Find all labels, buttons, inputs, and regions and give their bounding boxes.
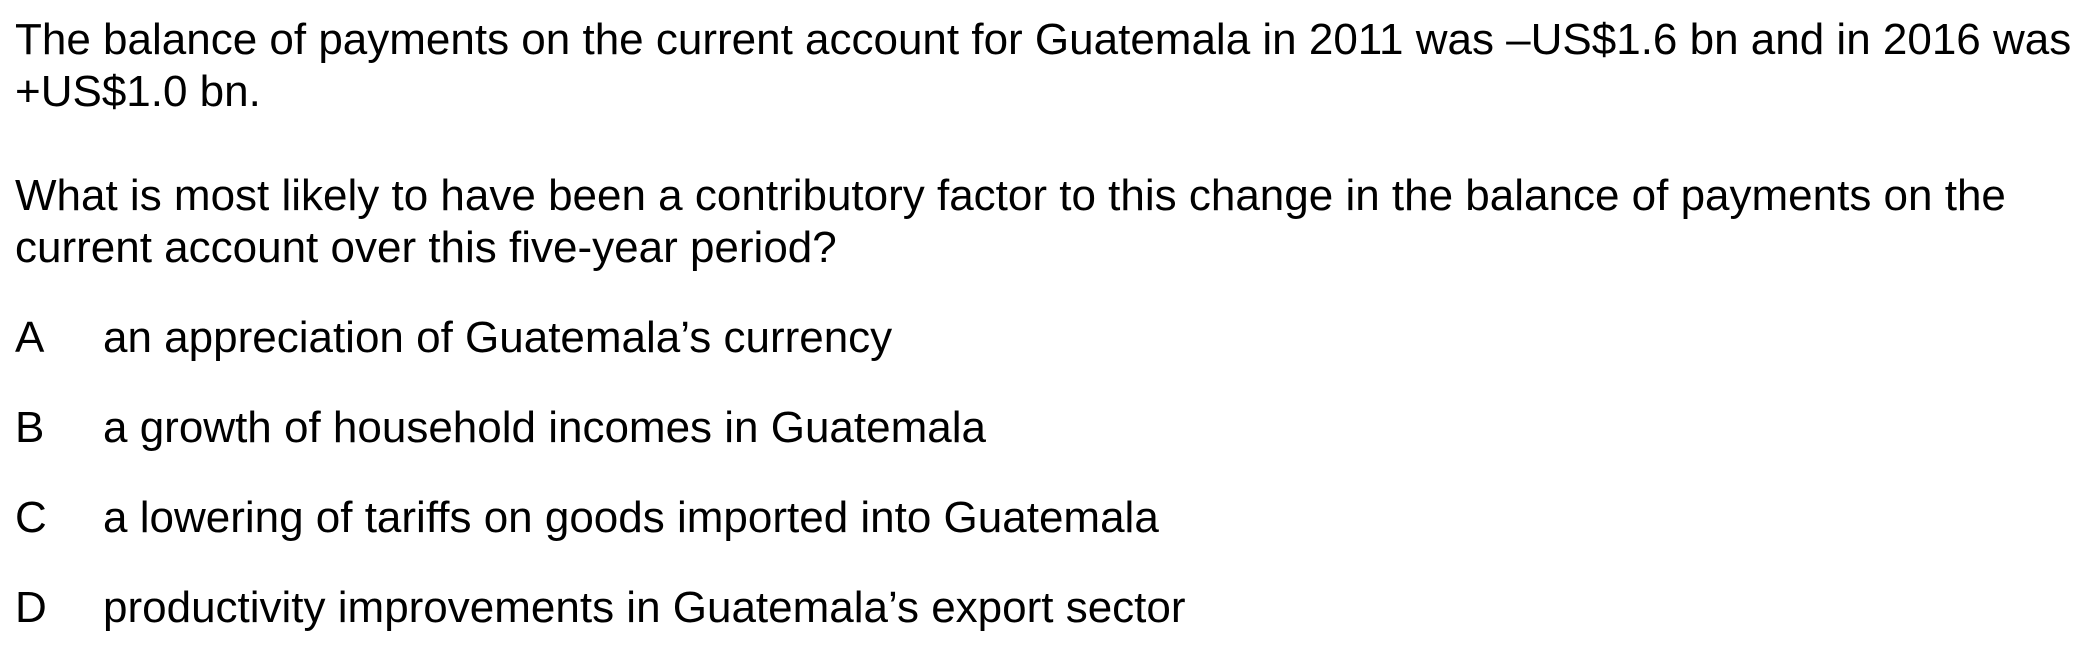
option-text: a growth of household incomes in Guatema… <box>103 403 986 452</box>
option-letter: A <box>15 313 45 362</box>
option-text: an appreciation of Guatemala’s currency <box>103 313 893 362</box>
option-letter: B <box>15 403 45 452</box>
question-block: The balance of payments on the current a… <box>15 14 2085 634</box>
option-b[interactable]: B a growth of household incomes in Guate… <box>15 402 2085 454</box>
option-letter: C <box>15 493 47 542</box>
option-text: a lowering of tariffs on goods imported … <box>103 493 1159 542</box>
question-stem-paragraph-1: The balance of payments on the current a… <box>15 15 2072 116</box>
answer-options: A an appreciation of Guatemala’s currenc… <box>15 312 2085 634</box>
option-text: productivity improvements in Guatemala’s… <box>103 583 1186 632</box>
question-stem-paragraph-2: What is most likely to have been a contr… <box>15 171 2006 272</box>
option-letter: D <box>15 583 47 632</box>
option-c[interactable]: C a lowering of tariffs on goods importe… <box>15 492 2085 544</box>
option-a[interactable]: A an appreciation of Guatemala’s currenc… <box>15 312 2085 364</box>
option-d[interactable]: D productivity improvements in Guatemala… <box>15 582 2085 634</box>
